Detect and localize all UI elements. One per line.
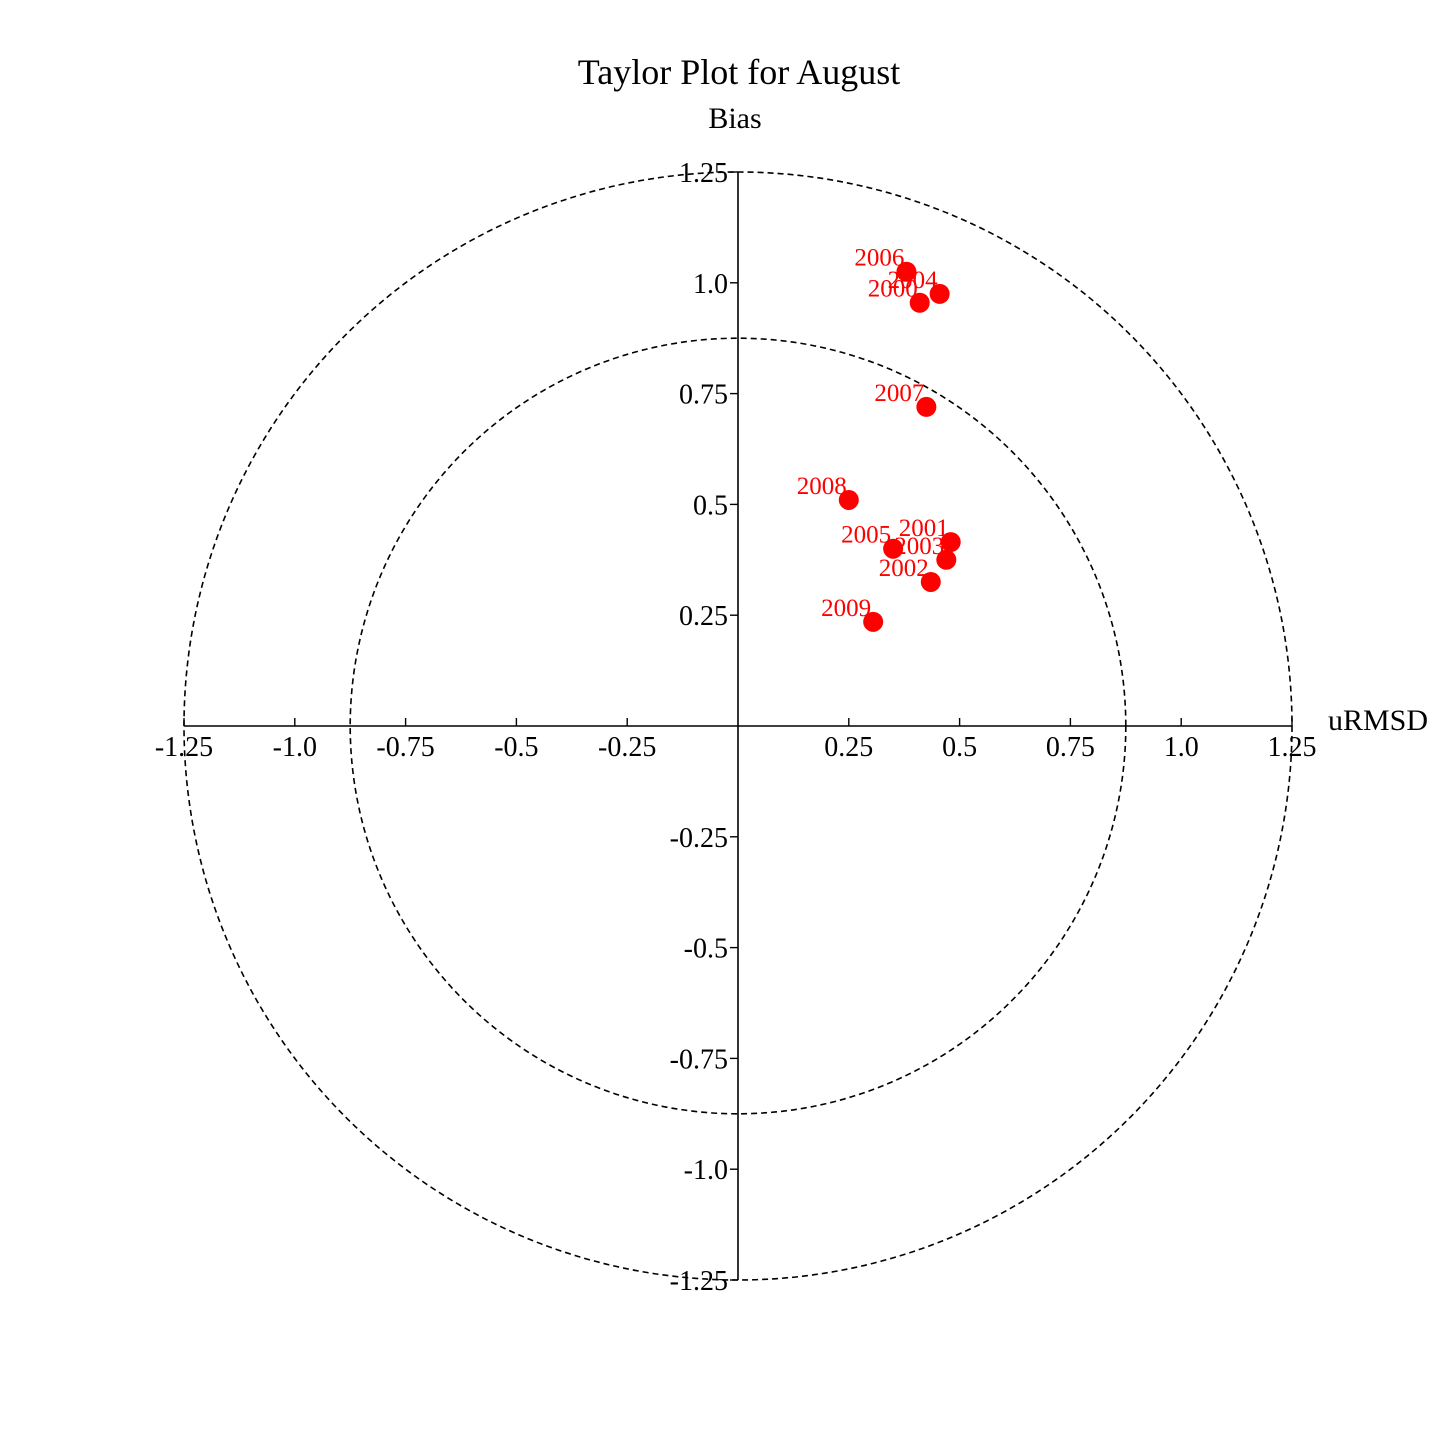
x-tick-label: 0.5 xyxy=(942,732,977,763)
point-2007 xyxy=(916,396,937,417)
x-axis-title: uRMSD xyxy=(1328,704,1428,737)
point-2009 xyxy=(863,611,884,632)
point-2004 xyxy=(929,283,950,304)
y-tick-label: -0.25 xyxy=(670,823,728,854)
y-tick-label: -1.0 xyxy=(684,1155,728,1186)
y-tick-label: 0.5 xyxy=(693,490,728,521)
x-axis-ticks: -1.25 -1.0 -0.75 -0.5 -0.25 0.25 0.5 0.75 1.0 1.2… xyxy=(155,718,1317,763)
point-2001 xyxy=(940,532,961,553)
y-axis-title: Bias xyxy=(708,102,761,135)
y-tick-label: 0.75 xyxy=(679,380,728,411)
x-tick-label: 1.25 xyxy=(1268,732,1317,763)
y-tick-label: 1.25 xyxy=(679,158,728,189)
x-tick-label: -0.25 xyxy=(598,732,656,763)
point-2003 xyxy=(936,549,957,570)
y-tick-label: -0.75 xyxy=(670,1044,728,1075)
point-label-2009: 2009 xyxy=(821,595,871,622)
x-tick-label: 0.25 xyxy=(824,732,873,763)
y-tick-label: 1.0 xyxy=(693,269,728,300)
point-2006 xyxy=(896,261,917,282)
y-tick-label: -0.5 xyxy=(684,934,728,965)
y-tick-label: -1.25 xyxy=(670,1266,728,1297)
chart-title: Taylor Plot for August xyxy=(578,52,900,92)
point-2000 xyxy=(909,292,930,313)
x-tick-label: 0.75 xyxy=(1046,732,1095,763)
point-2005 xyxy=(883,538,904,559)
point-label-2006: 2006 xyxy=(854,245,904,272)
point-label-2005: 2005 xyxy=(841,522,891,549)
y-tick-label: 0.25 xyxy=(679,601,728,632)
x-tick-label: 1.0 xyxy=(1164,732,1199,763)
point-2002 xyxy=(920,571,941,592)
x-tick-label: -0.5 xyxy=(494,732,538,763)
point-label-2001: 2001 xyxy=(899,515,949,542)
y-axis-ticks: -1.25 -1.0 -0.75 -0.5 -0.25 0.25 0.5 0.75 1.0 1.2… xyxy=(670,158,738,1297)
point-label-2007: 2007 xyxy=(874,380,924,407)
point-label-2002: 2002 xyxy=(879,555,929,582)
x-tick-label: -0.75 xyxy=(376,732,434,763)
x-tick-label: -1.25 xyxy=(155,732,213,763)
x-tick-label: -1.0 xyxy=(273,732,317,763)
point-label-2008: 2008 xyxy=(797,473,847,500)
point-2008 xyxy=(838,489,859,510)
